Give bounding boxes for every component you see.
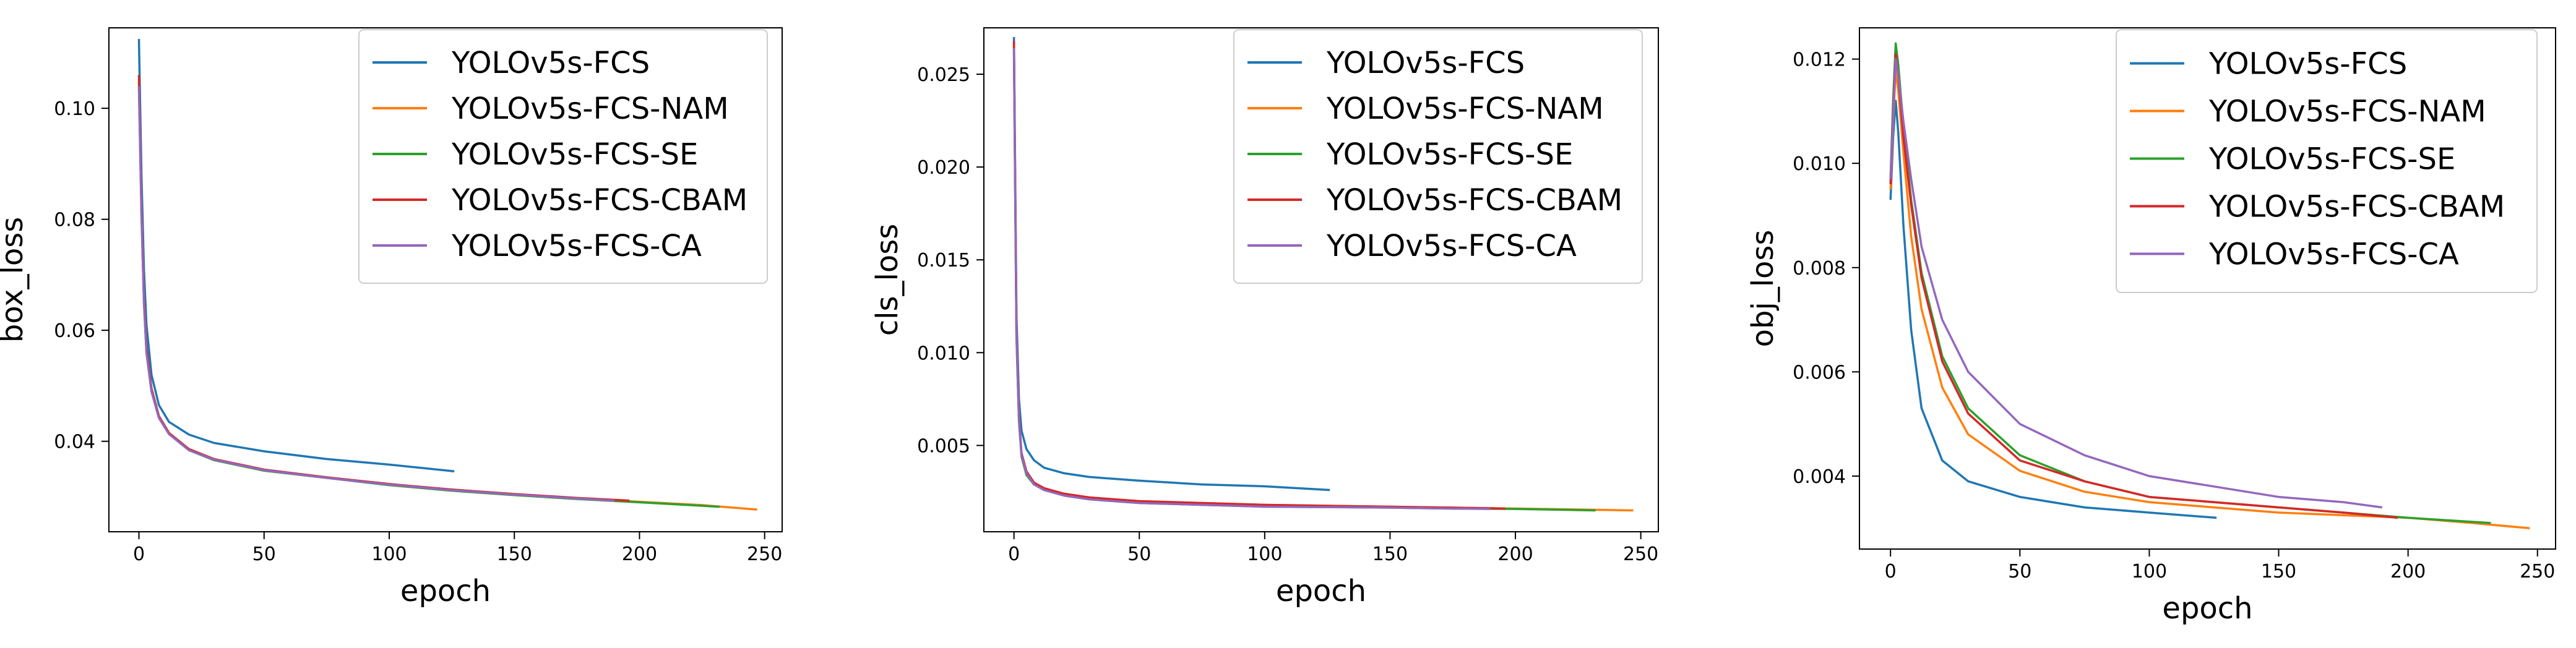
y-tick-label: 0.10 [54,98,95,120]
series-line-YOLOv5s-FCS [1889,100,2217,519]
axes-frame [983,27,1659,532]
legend-entry: YOLOv5s-FCS-NAM [1326,92,1604,126]
legend-entry: YOLOv5s-FCS [1326,46,1525,80]
y-tick-label: 0.08 [54,210,95,231]
y-tick-label: 0.04 [54,432,95,453]
y-tick-label: 0.006 [1793,362,1846,383]
series-line-YOLOv5s-FCS-CA [1012,48,1491,510]
series-line-YOLOv5s-FCS-CA [137,86,615,502]
x-tick-label: 250 [747,544,782,565]
x-tick-label: 200 [2390,561,2426,582]
y-tick-label: 0.015 [917,250,970,271]
legend-entry: YOLOv5s-FCS-SE [1326,137,1573,172]
x-tick-label: 100 [2132,561,2167,582]
y-tick-label: 0.010 [917,343,970,364]
legend-entry: YOLOv5s-FCS-NAM [2208,95,2486,129]
x-tick-label: 100 [1247,544,1282,565]
y-tick-label: 0.010 [1793,153,1846,175]
series-line-YOLOv5s-FCS-NAM [1889,68,2530,530]
axes-frame [108,27,783,532]
x-tick-label: 250 [1623,544,1658,565]
axes-frame [1859,27,2556,550]
legend-entry: YOLOv5s-FCS-CA [451,229,702,263]
y-tick-label: 0.06 [54,320,95,342]
x-tick-label: 150 [2261,561,2296,582]
legend-box [2116,29,2538,293]
x-tick-label: 200 [1497,544,1533,565]
y-axis-label: cls_loss [870,224,905,336]
x-tick-label: 0 [1008,544,1020,565]
x-tick-label: 0 [1885,561,1897,582]
y-axis-label: box_loss [0,217,30,343]
legend-entry: YOLOv5s-FCS-CA [1326,229,1577,263]
y-axis-label: obj_loss [1746,230,1780,347]
subplot-obj_loss: 0 50 100 150 200 250 0.004 0.006 0.008 0.010 0.012… [1746,27,2556,626]
x-tick-label: 250 [2520,561,2555,582]
y-tick-label: 0.004 [1793,466,1846,488]
legend-box [1233,29,1643,284]
legend-entry: YOLOv5s-FCS-CBAM [1326,183,1622,218]
x-tick-label: 0 [133,544,145,565]
legend: YOLOv5s-FCS YOLOv5s-FCS-NAM YOLOv5s-FCS-SE… [1233,29,1643,284]
legend-entry: YOLOv5s-FCS-SE [451,137,698,172]
y-tick-label: 0.008 [1793,258,1846,279]
y-tick-label: 0.025 [917,64,970,86]
legend-entry: YOLOv5s-FCS-CBAM [2208,190,2505,224]
x-tick-label: 100 [371,544,407,565]
y-tick-label: 0.020 [917,157,970,179]
y-tick-label: 0.012 [1793,49,1846,71]
subplot-cls_loss: 0 50 100 150 200 250 0.005 0.010 0.015 0.020 0.025… [870,27,1659,608]
legend: YOLOv5s-FCS YOLOv5s-FCS-NAM YOLOv5s-FCS-SE… [358,29,768,284]
x-tick-label: 150 [1372,544,1408,565]
legend-entry: YOLOv5s-FCS-SE [2208,142,2455,177]
y-tick-label: 0.005 [917,435,970,457]
legend-entry: YOLOv5s-FCS [451,46,650,80]
legend-box [358,29,768,284]
x-tick-label: 50 [1127,544,1151,565]
series-line-YOLOv5s-FCS-CA [1889,58,2383,509]
legend-entry: YOLOv5s-FCS [2208,47,2407,82]
x-axis-label: epoch [1276,574,1366,608]
x-tick-label: 50 [252,544,276,565]
x-tick-label: 200 [622,544,657,565]
x-tick-label: 150 [497,544,532,565]
legend-entry: YOLOv5s-FCS-NAM [451,92,729,126]
x-tick-label: 50 [2008,561,2031,582]
x-axis-label: epoch [2162,591,2252,626]
subplot-box_loss: 0 50 100 150 200 250 0.04 0.06 0.08 0.10 epoch box_… [0,27,783,608]
legend-entry: YOLOv5s-FCS-CA [2208,237,2459,272]
legend-entry: YOLOv5s-FCS-CBAM [451,183,747,218]
x-axis-label: epoch [400,574,491,608]
legend: YOLOv5s-FCS YOLOv5s-FCS-NAM YOLOv5s-FCS-SE… [2116,29,2538,293]
